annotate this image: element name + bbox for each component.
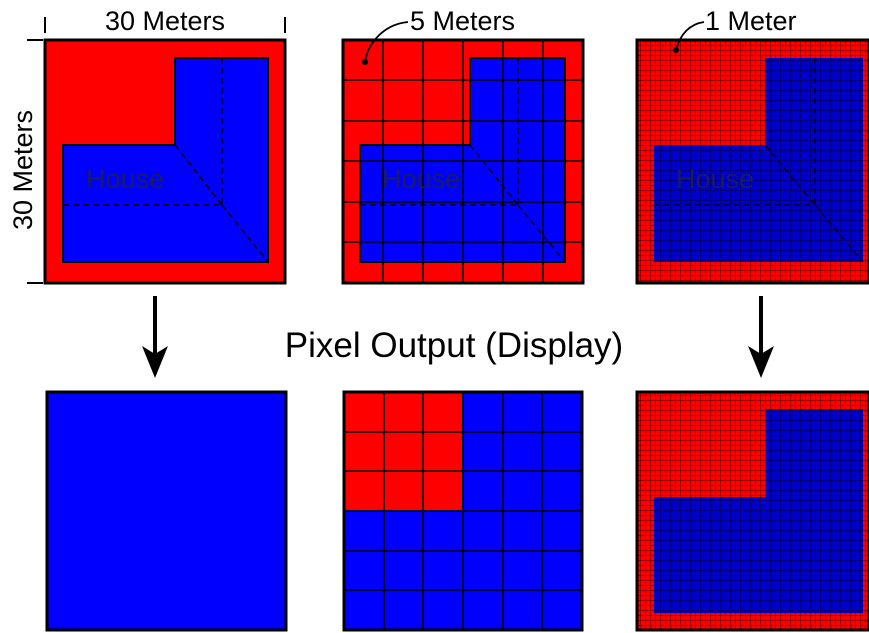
grid-1m-output: [637, 392, 869, 630]
panel-input-30m: House: [43, 38, 287, 285]
roof-valley-line: [221, 204, 269, 263]
arrow-left-down: [142, 296, 168, 378]
height-dimension-label: 30 Meters: [8, 110, 38, 230]
panel-output-5m: [342, 390, 584, 632]
land-pixels: [344, 392, 462, 510]
resolution-5m-callout: 5 Meters: [362, 6, 515, 65]
grid-5m-output: [344, 392, 582, 630]
house-label: House: [676, 164, 754, 194]
roof-valley-line: [517, 204, 566, 263]
width-dimension-label: 30 Meters: [105, 6, 225, 36]
house-label: House: [382, 164, 460, 194]
height-dimension: 30 Meters: [8, 39, 43, 284]
callout-leader: [364, 21, 409, 63]
panel-input-1m: House: [635, 38, 869, 285]
roof-hip-line: [469, 144, 519, 206]
single-pixel-house: [45, 390, 288, 632]
resolution-1m-callout: 1 Meter: [673, 6, 797, 53]
roof-hip-line: [174, 144, 223, 206]
panel-output-1m: [635, 390, 869, 632]
arrow-right-down: [748, 296, 774, 378]
grid-1m: [637, 40, 869, 283]
resolution-5m-label: 5 Meters: [410, 6, 515, 36]
resolution-1m-label: 1 Meter: [705, 6, 797, 36]
pixel-output-caption: Pixel Output (Display): [285, 326, 623, 365]
callout-leader: [675, 21, 705, 51]
grid-5m: [343, 40, 583, 283]
house-label: House: [86, 164, 164, 194]
panel-output-30m: [45, 390, 288, 632]
width-dimension: 30 Meters: [44, 6, 286, 36]
panel-input-5m: House: [341, 38, 585, 285]
